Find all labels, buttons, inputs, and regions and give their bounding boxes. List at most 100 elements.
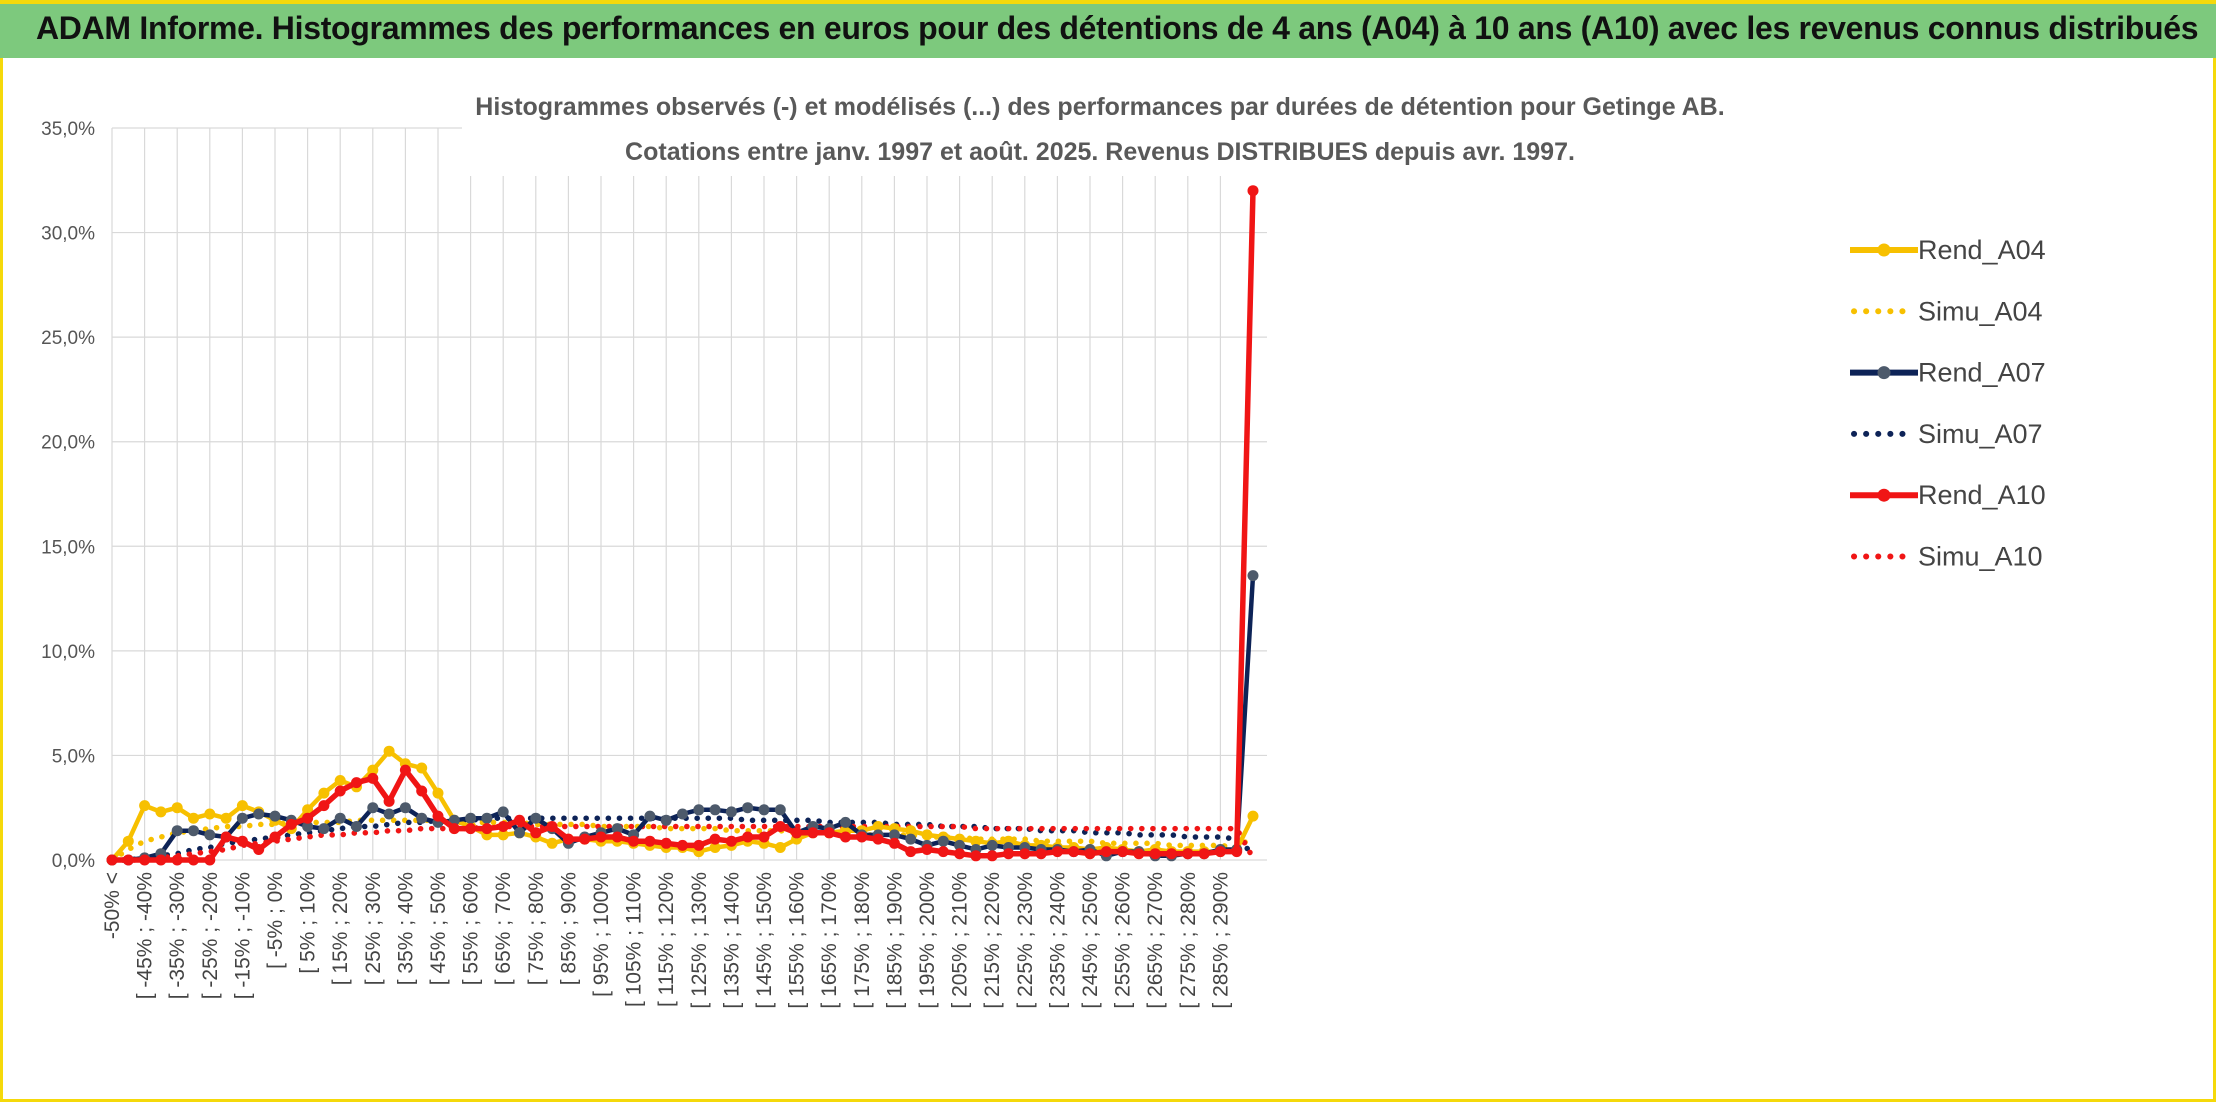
y-tick-label: 0,0%: [52, 851, 95, 872]
data-point-rend-a07: [660, 814, 672, 826]
legend-item-rend-a04: Rend_A04: [1850, 235, 2046, 265]
y-tick-label: 25,0%: [41, 328, 95, 349]
data-point-rend-a04: [709, 842, 721, 853]
x-tick-label: [ 145% ; 150%: [753, 872, 776, 1009]
data-point-rend-a10: [188, 854, 199, 866]
legend-item-simu-a04: Simu_A04: [1851, 296, 2043, 326]
data-point-rend-a04: [122, 835, 134, 847]
data-point-rend-a10: [465, 823, 477, 835]
data-point-rend-a04: [334, 775, 346, 786]
legend-item-rend-a07: Rend_A07: [1850, 358, 2046, 388]
y-tick-label: 10,0%: [41, 642, 95, 663]
x-tick-label: [ 35% ; 40%: [394, 872, 417, 985]
x-tick-label: [ 65% ; 70%: [492, 872, 515, 985]
data-point-rend-a07: [954, 839, 966, 851]
series-line-simu-a04: [109, 817, 1256, 863]
data-point-rend-a04: [970, 835, 982, 847]
data-point-rend-a10: [1149, 848, 1161, 860]
data-point-rend-a10: [872, 833, 884, 845]
data-point-rend-a07: [905, 833, 917, 845]
y-tick-label: 30,0%: [41, 224, 95, 245]
data-point-rend-a10: [921, 844, 933, 855]
data-point-rend-a10: [644, 835, 656, 847]
x-tick-label: [ -15% ; -10%: [231, 872, 254, 999]
data-point-rend-a10: [693, 839, 705, 851]
data-point-rend-a10: [1051, 846, 1063, 858]
data-point-rend-a10: [758, 831, 770, 843]
data-point-rend-a04: [921, 829, 933, 841]
data-point-rend-a10: [823, 827, 835, 839]
data-point-rend-a04: [171, 802, 183, 814]
series-rend-a10: [106, 185, 1259, 866]
legend-label: Simu_A07: [1918, 419, 2043, 449]
data-point-rend-a10: [1100, 846, 1112, 858]
data-point-rend-a10: [497, 821, 509, 832]
series-lines: [106, 185, 1259, 866]
data-point-rend-a10: [1214, 846, 1226, 858]
data-point-rend-a10: [1003, 848, 1014, 860]
x-tick-label: [ 135% ; 140%: [720, 872, 743, 1009]
data-point-rend-a04: [872, 821, 884, 832]
legend-marker: [1877, 488, 1891, 502]
legend-item-rend-a10: Rend_A10: [1850, 480, 2046, 510]
data-point-rend-a10: [432, 810, 444, 822]
x-tick-label: [ -5% ; 0%: [264, 872, 287, 969]
data-point-rend-a07: [986, 839, 998, 851]
data-point-rend-a10: [171, 854, 183, 866]
data-point-rend-a04: [497, 829, 509, 841]
x-tick-label: [ 255% ; 260%: [1112, 872, 1135, 1009]
data-point-rend-a07: [481, 812, 493, 824]
data-point-rend-a10: [1068, 846, 1080, 858]
x-tick-label: -50% <: [101, 872, 124, 939]
data-point-rend-a10: [351, 777, 362, 789]
data-point-rend-a10: [1182, 848, 1194, 860]
data-point-rend-a10: [1198, 848, 1210, 860]
data-point-rend-a10: [318, 800, 330, 812]
data-point-rend-a10: [937, 846, 949, 858]
data-point-rend-a10: [383, 795, 395, 807]
data-point-rend-a10: [1133, 848, 1145, 860]
data-point-rend-a07: [351, 821, 362, 832]
x-tick-label: [ 15% ; 20%: [329, 872, 352, 985]
x-axis-ticks: -50% < [ -45% ; -40% [ -35% ; -30% [ -25% ;…: [101, 872, 1232, 1009]
data-point-rend-a10: [807, 827, 819, 839]
data-point-rend-a07: [302, 821, 314, 832]
legend-marker: [1877, 366, 1891, 380]
data-point-rend-a07: [888, 829, 900, 841]
data-point-rend-a07: [514, 827, 525, 839]
series-simu-a10: [109, 823, 1256, 863]
data-point-rend-a07: [367, 802, 379, 814]
data-point-rend-a10: [888, 837, 900, 849]
data-point-rend-a10: [481, 823, 493, 835]
data-point-rend-a04: [139, 800, 151, 812]
data-point-rend-a10: [1084, 848, 1096, 860]
x-tick-label: [ 205% ; 210%: [949, 872, 972, 1009]
data-point-rend-a10: [562, 833, 574, 845]
x-tick-label: [ 165% ; 170%: [818, 872, 841, 1009]
data-point-rend-a04: [155, 806, 167, 818]
y-tick-label: 5,0%: [52, 746, 95, 767]
data-point-rend-a10: [1035, 848, 1047, 860]
data-point-rend-a04: [302, 804, 314, 816]
x-tick-label: [ 95% ; 100%: [590, 872, 613, 997]
data-point-rend-a10: [1019, 848, 1031, 860]
data-point-rend-a10: [106, 854, 118, 866]
y-tick-label: 20,0%: [41, 433, 95, 454]
x-tick-label: [ 105% ; 110%: [623, 872, 646, 1007]
data-point-rend-a07: [530, 812, 542, 824]
data-point-rend-a07: [1247, 570, 1259, 582]
chart-title-line-1: Histogrammes observés (-) et modélisés (…: [475, 93, 1724, 121]
gridlines: [111, 127, 1267, 861]
data-point-rend-a10: [269, 831, 281, 843]
data-point-rend-a04: [905, 825, 917, 837]
data-point-rend-a04: [432, 787, 444, 799]
data-point-rend-a10: [660, 837, 672, 849]
chart-title-line-2: Cotations entre janv. 1997 et août. 2025…: [625, 138, 1575, 166]
legend-label: Rend_A10: [1918, 480, 2046, 510]
legend-item-simu-a10: Simu_A10: [1851, 542, 2043, 572]
data-point-rend-a10: [579, 833, 591, 845]
series-line-simu-a10: [109, 823, 1256, 863]
legend-marker: [1877, 243, 1891, 257]
data-point-rend-a10: [302, 812, 314, 824]
data-point-rend-a10: [742, 831, 754, 843]
